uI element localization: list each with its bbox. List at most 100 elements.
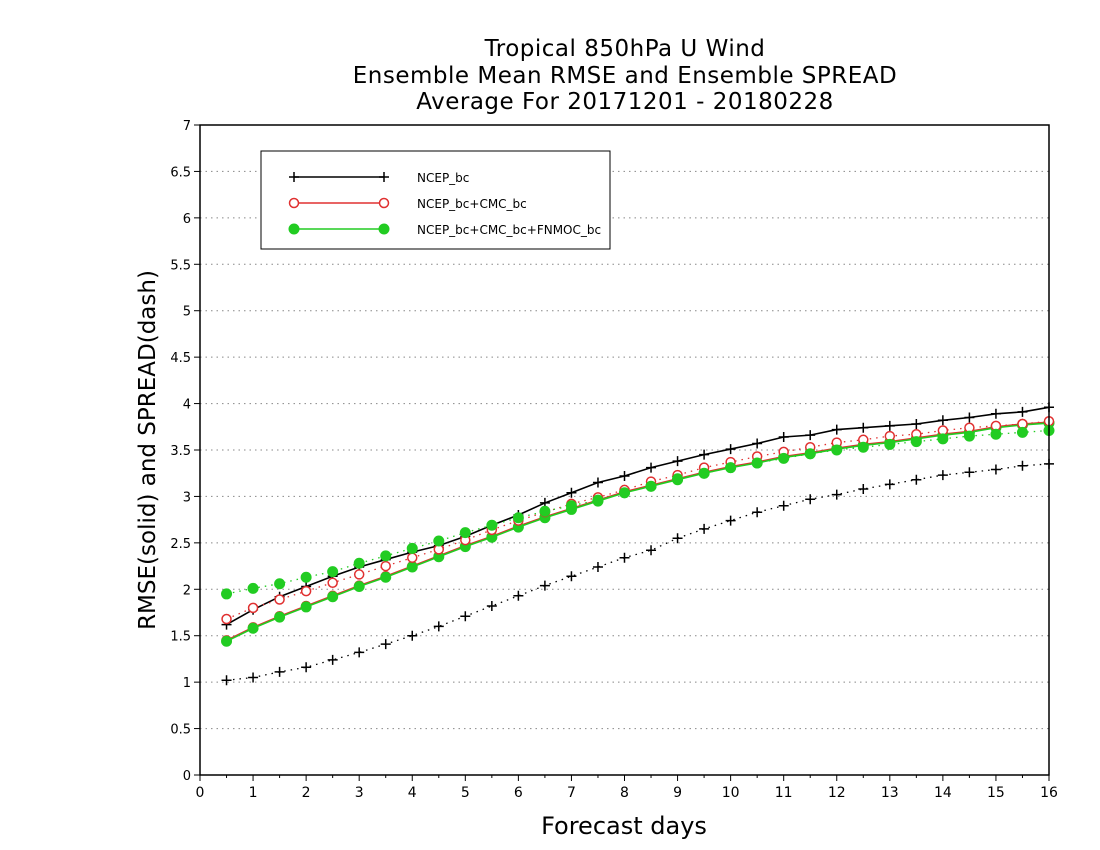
y-tick-label: 4.5 xyxy=(170,351,191,366)
data-point-ncep-bc-spread xyxy=(539,580,550,591)
data-point-ncep-bc-spread xyxy=(752,507,763,518)
data-point-ncep-bc-cmc-bc-fnmoc-bc-spread xyxy=(831,444,843,456)
data-point-ncep-bc-spread xyxy=(725,515,736,526)
data-point-ncep-bc-rmse xyxy=(592,477,603,488)
x-tick-label: 4 xyxy=(408,785,417,801)
data-point-ncep-bc-cmc-bc-fnmoc-bc-spread xyxy=(672,473,684,485)
data-point-ncep-bc-spread xyxy=(566,571,577,582)
data-point-ncep-bc-cmc-bc-spread xyxy=(221,613,232,625)
data-point-ncep-bc-spread xyxy=(937,470,948,481)
data-point-ncep-bc-spread xyxy=(831,489,842,500)
data-point-ncep-bc-spread xyxy=(380,639,391,650)
legend-marker-ncep-bc xyxy=(289,172,299,182)
data-point-ncep-bc-spread xyxy=(354,647,365,658)
x-tick-label: 1 xyxy=(249,785,258,801)
legend-marker-ncep-bc-cmc-bc-fnmoc-bc xyxy=(288,223,300,235)
data-point-ncep-bc-cmc-bc-fnmoc-bc-rmse xyxy=(380,571,392,583)
series-ncep-bc-cmc-bc-fnmoc-bc-spread xyxy=(221,425,1055,600)
data-point-ncep-bc-cmc-bc-fnmoc-bc-spread xyxy=(459,527,471,539)
data-point-ncep-bc-cmc-bc-spread xyxy=(353,569,365,580)
data-point-ncep-bc-spread xyxy=(619,552,630,563)
data-point-ncep-bc-cmc-bc-fnmoc-bc-spread xyxy=(406,542,418,554)
data-point-ncep-bc-spread xyxy=(592,562,603,572)
x-tick-label: 9 xyxy=(673,785,682,801)
series-ncep-bc-cmc-bc-spread xyxy=(221,415,1055,625)
y-tick-label: 5 xyxy=(183,305,191,320)
data-point-ncep-bc-cmc-bc-fnmoc-bc-spread xyxy=(353,557,365,569)
x-tick-label: 2 xyxy=(302,785,311,801)
data-point-ncep-bc-rmse xyxy=(1017,406,1028,417)
y-tick-label: 0.5 xyxy=(170,723,191,738)
data-point-ncep-bc-cmc-bc-fnmoc-bc-spread xyxy=(778,452,790,464)
data-point-ncep-bc-spread xyxy=(699,523,710,534)
axis-layer: 00.511.522.533.544.555.566.570 1 2 3 4 5 6 7 8 9 1… xyxy=(170,119,1058,801)
data-point-ncep-bc-spread xyxy=(884,479,895,490)
data-point-ncep-bc-rmse xyxy=(566,487,577,498)
y-tick-label: 3 xyxy=(183,490,191,505)
data-point-ncep-bc-cmc-bc-fnmoc-bc-spread xyxy=(857,441,869,453)
legend-marker-ncep-bc-cmc-bc xyxy=(288,197,300,209)
series-line-ncep-bc-spread xyxy=(226,463,1050,681)
data-point-ncep-bc-cmc-bc-fnmoc-bc-spread xyxy=(884,438,896,450)
data-point-ncep-bc-rmse xyxy=(884,420,895,431)
legend-marker-ncep-bc-cmc-bc-fnmoc-bc xyxy=(378,223,390,235)
x-tick-label: 10 xyxy=(722,785,740,801)
chart-title-line-2: Ensemble Mean RMSE and Ensemble SPREAD xyxy=(352,63,898,89)
data-point-ncep-bc-cmc-bc-fnmoc-bc-spread xyxy=(247,582,259,594)
x-tick-label: 0 xyxy=(196,785,205,801)
data-point-ncep-bc-cmc-bc-fnmoc-bc-spread xyxy=(221,588,233,600)
data-point-ncep-bc-spread xyxy=(805,494,816,505)
data-point-ncep-bc-spread xyxy=(301,662,312,673)
data-point-ncep-bc-spread xyxy=(433,621,444,632)
y-tick-label: 3.5 xyxy=(170,444,191,459)
data-point-ncep-bc-cmc-bc-fnmoc-bc-spread xyxy=(698,467,710,479)
data-point-ncep-bc-rmse xyxy=(699,449,710,460)
legend-label-ncep-bc-cmc-bc-fnmoc-bc: NCEP_bc+CMC_bc+FNMOC_bc xyxy=(417,223,601,237)
data-point-ncep-bc-rmse xyxy=(964,412,975,423)
data-point-ncep-bc-cmc-bc-fnmoc-bc-spread xyxy=(512,512,524,524)
y-tick-label: 2 xyxy=(183,583,191,598)
data-point-ncep-bc-cmc-bc-fnmoc-bc-spread xyxy=(645,480,657,492)
grid-layer xyxy=(200,170,1049,730)
data-point-ncep-bc-spread xyxy=(248,672,259,683)
data-point-ncep-bc-cmc-bc-fnmoc-bc-spread xyxy=(274,578,286,590)
x-tick-label: 5 xyxy=(461,785,470,801)
data-point-ncep-bc-cmc-bc-fnmoc-bc-spread xyxy=(725,462,737,474)
data-point-ncep-bc-rmse xyxy=(911,419,922,429)
y-tick-label: 1.5 xyxy=(170,630,191,645)
x-tick-label: 14 xyxy=(934,785,952,801)
data-point-ncep-bc-cmc-bc-fnmoc-bc-spread xyxy=(910,436,922,448)
legend-label-ncep-bc-cmc-bc: NCEP_bc+CMC_bc xyxy=(417,197,527,211)
data-point-ncep-bc-cmc-bc-spread xyxy=(274,594,285,605)
data-point-ncep-bc-cmc-bc-spread xyxy=(247,602,259,614)
data-point-ncep-bc-cmc-bc-fnmoc-bc-rmse xyxy=(247,622,259,634)
data-point-ncep-bc-cmc-bc-fnmoc-bc-spread xyxy=(963,430,975,442)
x-tick-label: 3 xyxy=(355,785,364,801)
data-point-ncep-bc-cmc-bc-fnmoc-bc-rmse xyxy=(353,581,365,592)
data-point-ncep-bc-cmc-bc-fnmoc-bc-spread xyxy=(327,566,339,578)
data-point-ncep-bc-rmse xyxy=(778,432,789,442)
data-point-ncep-bc-rmse xyxy=(619,471,630,481)
y-tick-label: 7 xyxy=(183,119,191,134)
data-point-ncep-bc-spread xyxy=(858,484,869,494)
x-tick-label: 15 xyxy=(987,785,1005,801)
y-tick-label: 6.5 xyxy=(170,165,191,180)
x-axis-label: Forecast days xyxy=(541,812,707,840)
data-point-ncep-bc-spread xyxy=(407,630,418,641)
series-line-ncep-bc-cmc-bc-fnmoc-bc-rmse xyxy=(226,422,1050,643)
data-point-ncep-bc-cmc-bc-fnmoc-bc-rmse xyxy=(274,611,286,623)
y-tick-label: 4 xyxy=(183,398,191,413)
y-tick-label: 5.5 xyxy=(170,258,191,273)
legend-box xyxy=(260,150,611,250)
x-tick-label: 6 xyxy=(514,785,523,801)
data-point-ncep-bc-rmse xyxy=(937,415,948,426)
data-point-ncep-bc-cmc-bc-fnmoc-bc-rmse xyxy=(327,591,339,603)
x-tick-label: 12 xyxy=(828,785,846,801)
series-ncep-bc-cmc-bc-fnmoc-bc-rmse xyxy=(221,417,1055,647)
data-point-ncep-bc-cmc-bc-fnmoc-bc-spread xyxy=(380,550,392,562)
data-point-ncep-bc-rmse xyxy=(858,422,869,433)
legend-label-ncep-bc: NCEP_bc xyxy=(417,171,469,185)
data-point-ncep-bc-rmse xyxy=(805,430,816,441)
legend-marker-ncep-bc-cmc-bc xyxy=(378,197,390,209)
